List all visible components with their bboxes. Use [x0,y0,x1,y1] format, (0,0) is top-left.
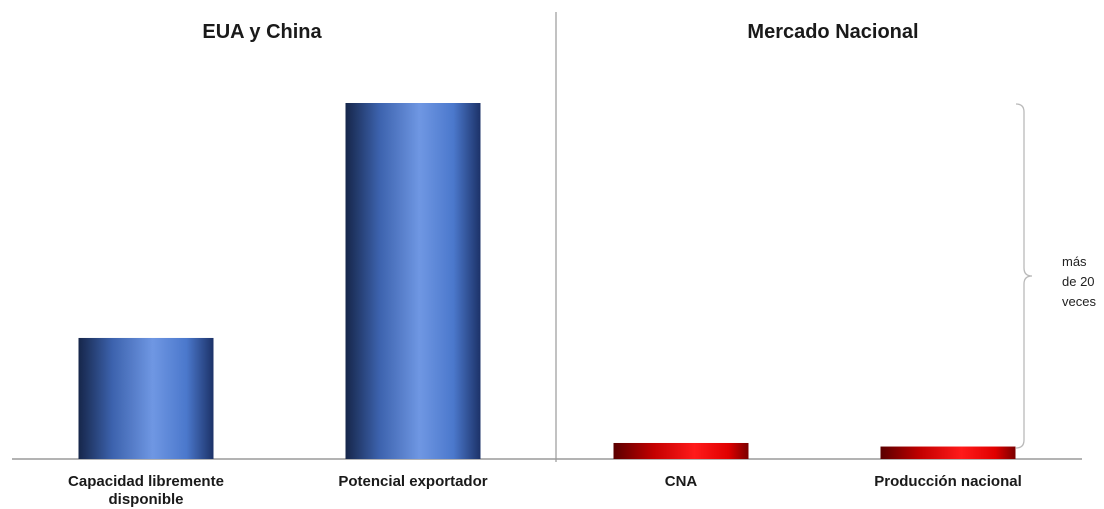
panel-title-right: Mercado Nacional [747,21,918,43]
bars-group [78,103,1016,459]
category-label-3-line-0: Producción nacional [874,473,1022,490]
annotation-line-3: veces [1062,294,1096,309]
panel-title-left: EUA y China [202,21,322,43]
bar-2 [613,442,749,459]
annotation-line-1: más [1062,254,1087,269]
annotation-line-2: de 20 [1062,274,1095,289]
bar-0 [78,337,214,459]
category-label-1-line-0: Potencial exportador [338,473,487,490]
category-label-2-line-0: CNA [665,473,698,490]
bracket-annotation [1015,103,1033,449]
category-label-0-line-0: Capacidad libremente [68,473,224,490]
bar-1 [345,103,481,459]
bar-3 [880,446,1016,459]
category-label-0-line-1: disponible [109,491,184,508]
